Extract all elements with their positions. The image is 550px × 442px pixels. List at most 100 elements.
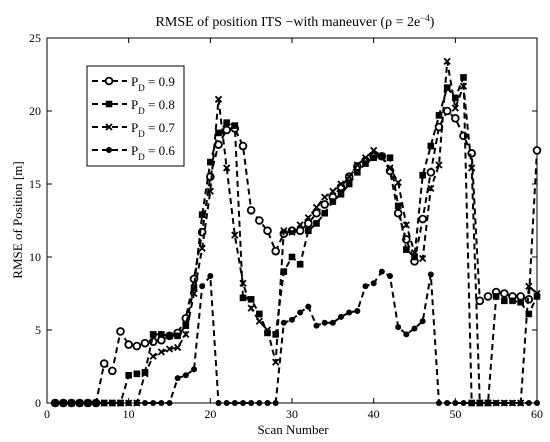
data-point	[525, 400, 532, 406]
data-point	[60, 400, 67, 406]
data-point	[313, 322, 320, 329]
data-point	[402, 221, 410, 229]
data-point	[419, 171, 426, 179]
data-point	[492, 293, 500, 300]
data-point	[361, 154, 370, 162]
data-point	[223, 164, 231, 172]
data-point	[304, 219, 313, 228]
data-point	[500, 289, 509, 298]
data-point	[149, 331, 157, 338]
legend-label-value: = 0.8	[145, 97, 175, 112]
data-point	[403, 246, 410, 253]
data-point	[459, 82, 468, 90]
data-point	[280, 319, 287, 326]
data-point	[198, 211, 206, 218]
data-point	[370, 146, 378, 155]
data-point	[427, 184, 435, 193]
data-point	[150, 400, 157, 406]
data-point	[305, 227, 312, 235]
legend-label: PD = 0.8	[131, 97, 175, 116]
data-point	[403, 331, 410, 338]
legend-label-value: = 0.9	[145, 74, 175, 89]
data-point	[370, 154, 377, 162]
data-point	[207, 158, 214, 166]
data-point	[52, 400, 59, 406]
data-point	[321, 319, 328, 326]
data-point	[452, 94, 459, 102]
data-point	[280, 227, 288, 235]
data-point	[198, 244, 206, 252]
y-tick-label: 10	[29, 250, 41, 264]
axis-ticks: 0 10 20 30 40 50 60 0 5 10 15 20 25	[29, 31, 543, 421]
data-point	[501, 400, 508, 406]
data-point	[84, 400, 91, 406]
data-point	[141, 370, 149, 378]
data-point	[468, 164, 476, 172]
legend-label-sub: D	[138, 83, 145, 93]
y-tick-label: 15	[29, 177, 41, 191]
data-point	[312, 203, 321, 211]
data-point	[248, 400, 255, 406]
data-point	[117, 400, 124, 406]
data-point	[238, 141, 248, 151]
data-point	[246, 205, 256, 215]
legend-label: PD = 0.9	[131, 74, 175, 93]
data-point	[362, 283, 369, 290]
data-point	[190, 284, 198, 291]
data-point	[215, 400, 222, 406]
data-point	[289, 316, 295, 323]
data-point	[182, 330, 190, 339]
legend-entry: PD = 0.9	[92, 74, 175, 93]
legend-label-base: P	[131, 120, 138, 135]
data-point	[386, 164, 394, 172]
data-point	[419, 318, 426, 325]
data-point	[443, 57, 451, 65]
data-point	[174, 332, 181, 340]
data-point	[199, 283, 206, 290]
data-point	[501, 297, 508, 305]
chart-title-close: )	[430, 15, 435, 30]
y-tick-label: 20	[29, 104, 41, 118]
data-point	[362, 160, 369, 167]
data-point	[165, 345, 174, 353]
data-point	[116, 327, 125, 336]
data-point	[533, 289, 541, 298]
data-point	[231, 231, 239, 239]
data-point	[239, 279, 247, 287]
data-point	[321, 193, 329, 201]
data-point	[247, 296, 255, 303]
data-point	[435, 112, 443, 119]
data-point	[451, 114, 460, 123]
data-point	[280, 268, 288, 275]
data-point	[427, 271, 434, 278]
data-point	[124, 340, 133, 349]
data-point	[354, 308, 361, 315]
data-point	[460, 74, 467, 81]
data-point	[149, 352, 157, 360]
data-point	[394, 202, 402, 210]
legend-entry: PD = 0.7	[92, 120, 175, 139]
data-point	[247, 304, 255, 312]
data-point	[354, 169, 361, 176]
x-axis-label: Scan Number	[257, 422, 329, 437]
data-point	[493, 400, 500, 406]
data-point	[142, 400, 148, 406]
x-tick-label: 40	[368, 407, 380, 421]
data-point	[76, 400, 83, 406]
data-point	[272, 358, 280, 366]
data-point	[108, 366, 117, 376]
data-point	[174, 343, 182, 352]
data-point	[157, 335, 166, 345]
legend-label-value: = 0.7	[145, 120, 176, 135]
series-line	[55, 270, 537, 404]
data-point	[255, 216, 264, 225]
legend-marker	[106, 147, 112, 153]
data-point	[525, 310, 533, 318]
data-point	[329, 319, 336, 326]
data-point	[426, 168, 436, 177]
data-point	[443, 84, 451, 91]
data-point	[295, 226, 305, 236]
data-point	[418, 214, 427, 224]
legend-label-base: P	[131, 143, 138, 158]
